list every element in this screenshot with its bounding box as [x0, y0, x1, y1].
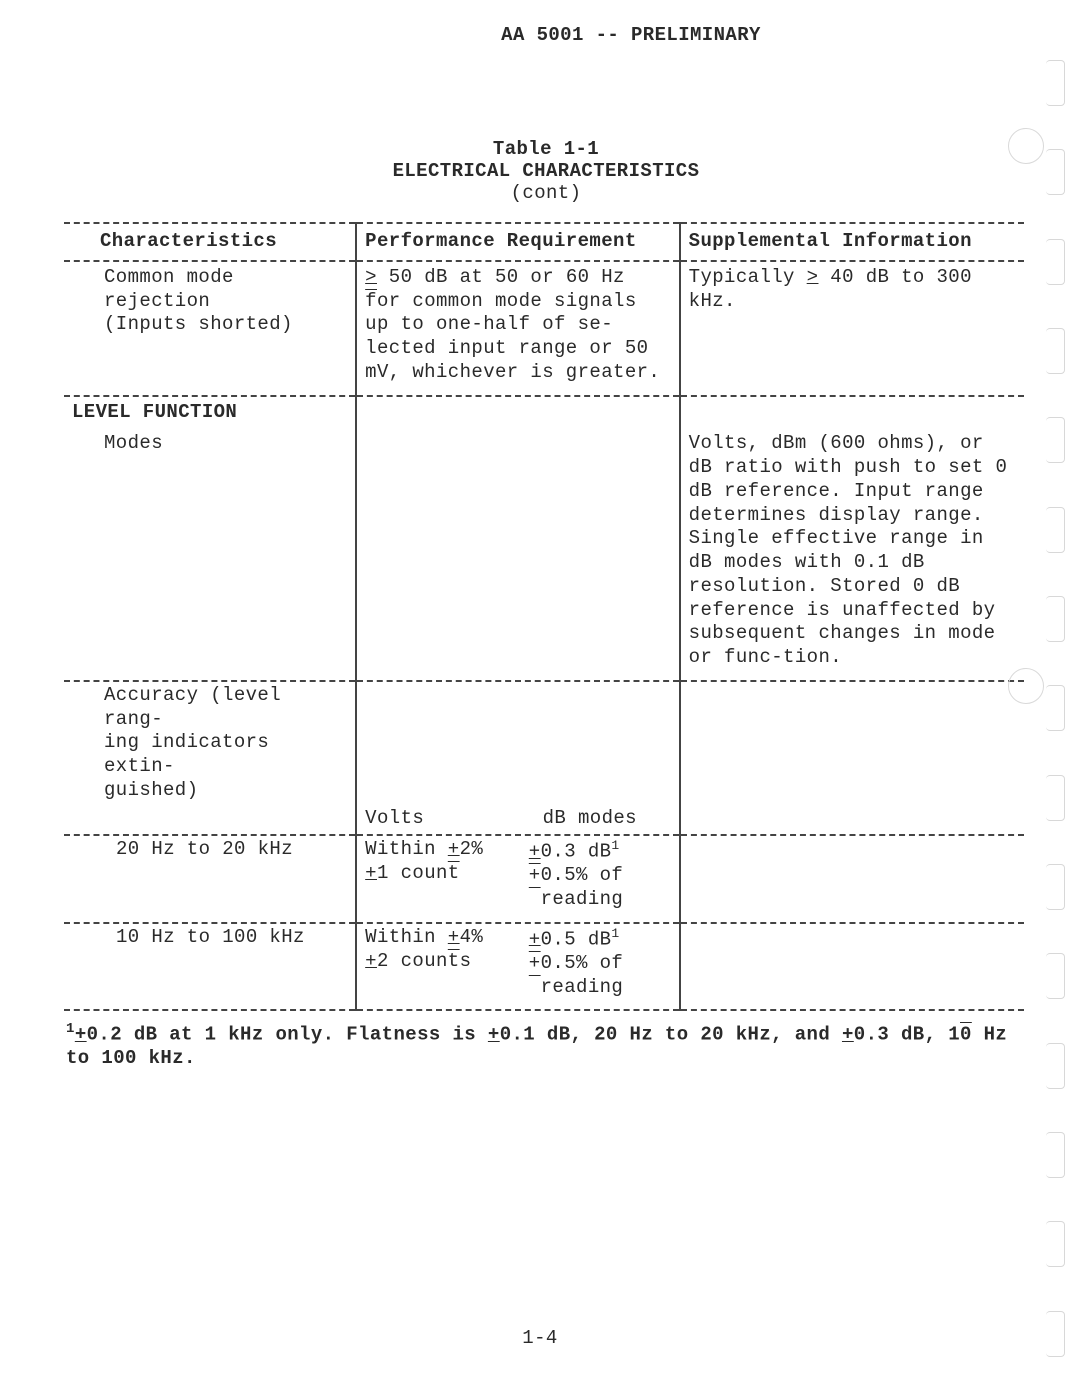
table-header-row: Characteristics Performance Requirement …: [64, 223, 1024, 261]
footnote-marker: 1: [66, 1021, 75, 1037]
scan-artifact-circle: [1008, 128, 1044, 164]
footnote: 1+0.2 dB at 1 kHz only. Flatness is +0.1…: [60, 1021, 1026, 1071]
cmr-performance: > 50 dB at 50 or 60 Hz for common mode s…: [356, 261, 679, 396]
col-performance: Performance Requirement: [356, 223, 679, 261]
empty-cell: [680, 681, 1024, 805]
cmr-char-line1: Common mode rejection: [104, 266, 234, 312]
row-level-function: LEVEL FUNCTION: [64, 396, 1024, 429]
cmr-characteristic: Common mode rejection (Inputs shorted): [64, 261, 356, 396]
table-label: Table 1-1: [60, 138, 1032, 160]
characteristics-table: Characteristics Performance Requirement …: [64, 222, 1024, 1011]
table-title: ELECTRICAL CHARACTERISTICS: [60, 160, 1032, 182]
perf-10-100k: Within +4% +2 counts +0.5 dB1 +0.5% of r…: [356, 923, 679, 1011]
empty-cell: [356, 681, 679, 805]
acc-l2: ing indicators extin-: [104, 731, 269, 777]
section-level-function: LEVEL FUNCTION: [64, 396, 356, 429]
table-continued: (cont): [60, 182, 1032, 204]
subcol-db: dB modes: [517, 807, 637, 831]
binder-holes: [1046, 60, 1072, 1357]
modes-supplemental: Volts, dBm (600 ohms), or dB ratio with …: [680, 428, 1024, 681]
supp-empty: [680, 923, 1024, 1011]
row-10hz-100khz: 10 Hz to 100 kHz Within +4% +2 counts +0…: [64, 923, 1024, 1011]
col-supplemental: Supplemental Information: [680, 223, 1024, 261]
empty-cell: [680, 805, 1024, 836]
cmr-supplemental: Typically > 40 dB to 300 kHz.: [680, 261, 1024, 396]
page-number: 1-4: [0, 1327, 1080, 1349]
empty-cell: [64, 805, 356, 836]
freq-20-20k: 20 Hz to 20 kHz: [64, 835, 356, 923]
scan-artifact-circle: [1008, 668, 1044, 704]
sub-columns-cell: Volts dB modes: [356, 805, 679, 836]
accuracy-characteristic: Accuracy (level rang- ing indicators ext…: [64, 681, 356, 805]
perf-20-20k: Within +2% +1 count +0.3 dB1 +0.5% of re…: [356, 835, 679, 923]
page-header: AA 5001 -- PRELIMINARY: [60, 24, 1032, 46]
row-modes: Modes Volts, dBm (600 ohms), or dB ratio…: [64, 428, 1024, 681]
empty-cell: [680, 396, 1024, 429]
freq-10-100k: 10 Hz to 100 kHz: [64, 923, 356, 1011]
row-sub-columns: Volts dB modes: [64, 805, 1024, 836]
row-accuracy-header: Accuracy (level rang- ing indicators ext…: [64, 681, 1024, 805]
row-common-mode-rejection: Common mode rejection (Inputs shorted) >…: [64, 261, 1024, 396]
acc-l1: Accuracy (level rang-: [104, 684, 281, 730]
document-page: AA 5001 -- PRELIMINARY Table 1-1 ELECTRI…: [0, 0, 1080, 1397]
row-20hz-20khz: 20 Hz to 20 kHz Within +2% +1 count +0.3…: [64, 835, 1024, 923]
modes-characteristic: Modes: [64, 428, 356, 681]
col-characteristics: Characteristics: [64, 223, 356, 261]
col-characteristics-label: Characteristics: [72, 230, 277, 252]
empty-cell: [356, 396, 679, 429]
acc-l3: guished): [104, 779, 198, 801]
subcol-volts: Volts: [365, 807, 505, 831]
modes-performance-empty: [356, 428, 679, 681]
supp-empty: [680, 835, 1024, 923]
cmr-char-line2: (Inputs shorted): [104, 313, 293, 335]
